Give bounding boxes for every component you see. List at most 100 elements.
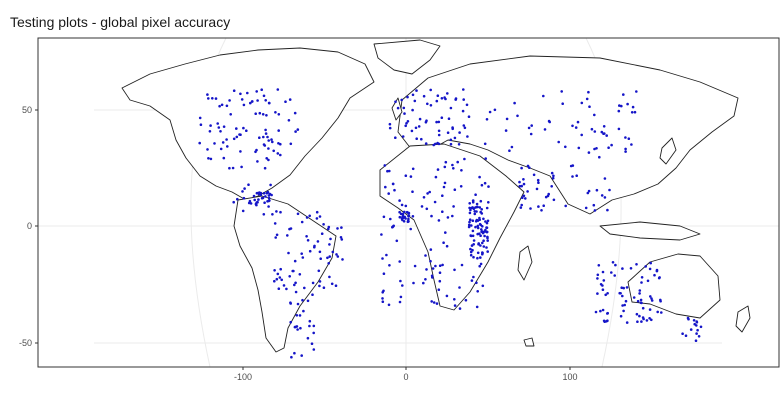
sample-point <box>385 253 388 257</box>
sample-point <box>328 243 331 246</box>
new-zealand-landmass <box>735 305 751 333</box>
sample-point <box>468 211 472 215</box>
sample-point <box>611 261 615 264</box>
sample-point <box>394 100 397 103</box>
sample-point <box>473 210 477 213</box>
sample-point <box>441 210 444 213</box>
sample-point <box>476 226 480 230</box>
sample-point <box>697 335 701 338</box>
sample-point <box>276 272 280 276</box>
sample-point <box>402 106 406 110</box>
sample-point <box>308 249 312 253</box>
sample-point <box>242 126 245 130</box>
sample-point <box>411 93 415 97</box>
sample-point <box>453 188 457 191</box>
sample-point <box>504 129 508 132</box>
sample-point <box>288 275 292 278</box>
sample-point <box>486 250 490 253</box>
sample-point <box>414 126 418 130</box>
antarctic-peninsula-landmass <box>523 337 535 347</box>
sample-point <box>560 90 563 93</box>
sample-point <box>532 173 536 177</box>
sample-point <box>422 196 426 199</box>
sample-point <box>601 284 604 287</box>
sample-point <box>636 299 640 303</box>
sample-point <box>400 98 404 102</box>
sample-point <box>220 103 224 107</box>
sample-point <box>624 150 627 153</box>
sample-point <box>469 253 473 257</box>
sample-point <box>293 259 297 263</box>
sample-point <box>524 197 527 200</box>
sample-point <box>486 236 489 240</box>
sample-point <box>303 286 306 290</box>
sample-point <box>624 147 627 151</box>
sample-point <box>639 301 643 305</box>
sample-point <box>211 97 214 100</box>
sample-point <box>426 192 429 195</box>
sample-point <box>443 165 447 169</box>
sample-point <box>434 175 438 179</box>
sample-point <box>595 147 598 150</box>
sample-point <box>239 150 242 153</box>
sample-point <box>458 131 461 134</box>
sample-point <box>453 268 456 272</box>
sample-point <box>624 136 627 139</box>
sample-point <box>485 118 489 121</box>
sample-point <box>436 168 440 171</box>
sample-point <box>471 234 475 238</box>
sample-point <box>644 265 647 268</box>
sample-point <box>434 142 437 146</box>
sample-point <box>476 224 480 228</box>
sample-point <box>198 116 202 120</box>
sample-point <box>453 136 457 140</box>
sample-point <box>483 234 486 238</box>
sample-point <box>318 250 322 254</box>
sample-point <box>474 193 477 196</box>
sample-point <box>401 284 404 287</box>
sample-point <box>638 292 641 295</box>
sample-point <box>475 202 479 206</box>
sample-point <box>267 196 271 200</box>
sample-point <box>428 190 432 194</box>
sample-point <box>293 283 296 287</box>
sample-point <box>437 120 441 124</box>
sample-point <box>470 224 473 227</box>
sample-point <box>306 299 310 303</box>
sample-point <box>590 127 594 131</box>
sample-point <box>478 216 481 220</box>
sample-point <box>571 124 574 128</box>
sample-point <box>444 97 447 101</box>
sample-point <box>198 141 201 145</box>
sample-point <box>381 300 385 304</box>
sample-point <box>395 239 399 243</box>
sample-point <box>479 244 482 247</box>
sample-point <box>484 157 488 160</box>
sample-point <box>293 111 297 115</box>
sample-point <box>471 200 475 204</box>
sample-point <box>382 215 386 219</box>
sample-point <box>469 234 473 237</box>
sample-point <box>689 328 693 331</box>
sample-point <box>429 259 432 263</box>
sample-point <box>238 133 241 136</box>
sample-point <box>411 215 415 218</box>
sample-point <box>656 310 659 314</box>
sample-point <box>592 203 596 207</box>
sample-point <box>522 194 526 198</box>
sample-point <box>593 113 596 117</box>
sample-point <box>639 298 643 302</box>
sample-point <box>551 176 555 180</box>
panel-border <box>37 37 780 368</box>
sample-point <box>435 99 439 103</box>
madagascar-landmass <box>517 245 533 281</box>
sample-point <box>413 264 417 268</box>
sample-point <box>438 264 442 268</box>
sample-point <box>446 131 450 134</box>
sample-point <box>471 229 475 233</box>
sample-point <box>380 233 383 236</box>
sample-point <box>485 230 489 234</box>
sample-point <box>277 142 280 145</box>
x-axis: -100 0 100 <box>234 367 578 382</box>
sample-point <box>599 309 602 313</box>
